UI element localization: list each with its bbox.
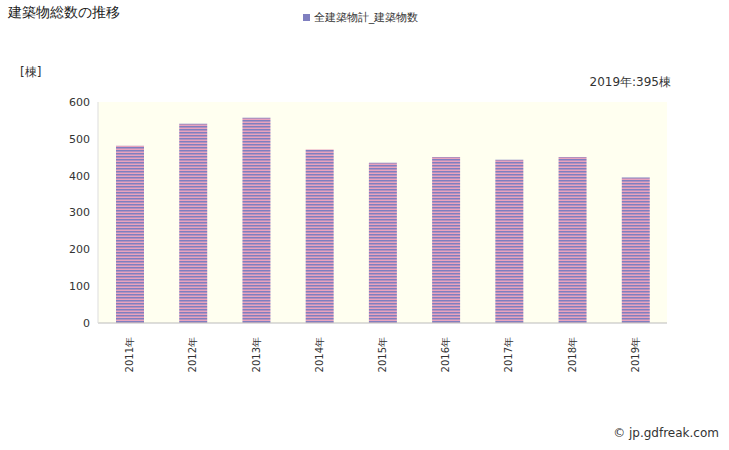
- svg-text:2018年: 2018年: [567, 337, 578, 372]
- html-text:© jp.gdfreak.com: © jp.gdfreak.com: [613, 426, 719, 440]
- html-text:[棟]: [棟]: [20, 65, 42, 79]
- svg-text:2011年: 2011年: [124, 337, 135, 372]
- svg-text:300: 300: [69, 206, 90, 219]
- svg-text:2019年: 2019年: [630, 337, 641, 372]
- svg-text:2012年: 2012年: [187, 337, 198, 372]
- svg-text:500: 500: [69, 133, 90, 146]
- html-text:建築物総数の推移: 建築物総数の推移: [8, 4, 120, 20]
- svg-text:200: 200: [69, 243, 90, 256]
- svg-text:2013年: 2013年: [251, 337, 262, 372]
- svg-text:2016年: 2016年: [440, 337, 451, 372]
- svg-text:400: 400: [69, 170, 90, 183]
- svg-text:2017年: 2017年: [503, 337, 514, 372]
- svg-text:100: 100: [69, 280, 90, 293]
- html-text:全建築物計_建築物数: 全建築物計_建築物数: [313, 11, 419, 24]
- svg-text:0: 0: [83, 317, 90, 330]
- svg-text:2014年: 2014年: [314, 337, 325, 372]
- svg-text:2015年: 2015年: [377, 337, 388, 372]
- html-text:2019年:395棟: 2019年:395棟: [589, 75, 671, 89]
- svg-text:600: 600: [69, 96, 90, 109]
